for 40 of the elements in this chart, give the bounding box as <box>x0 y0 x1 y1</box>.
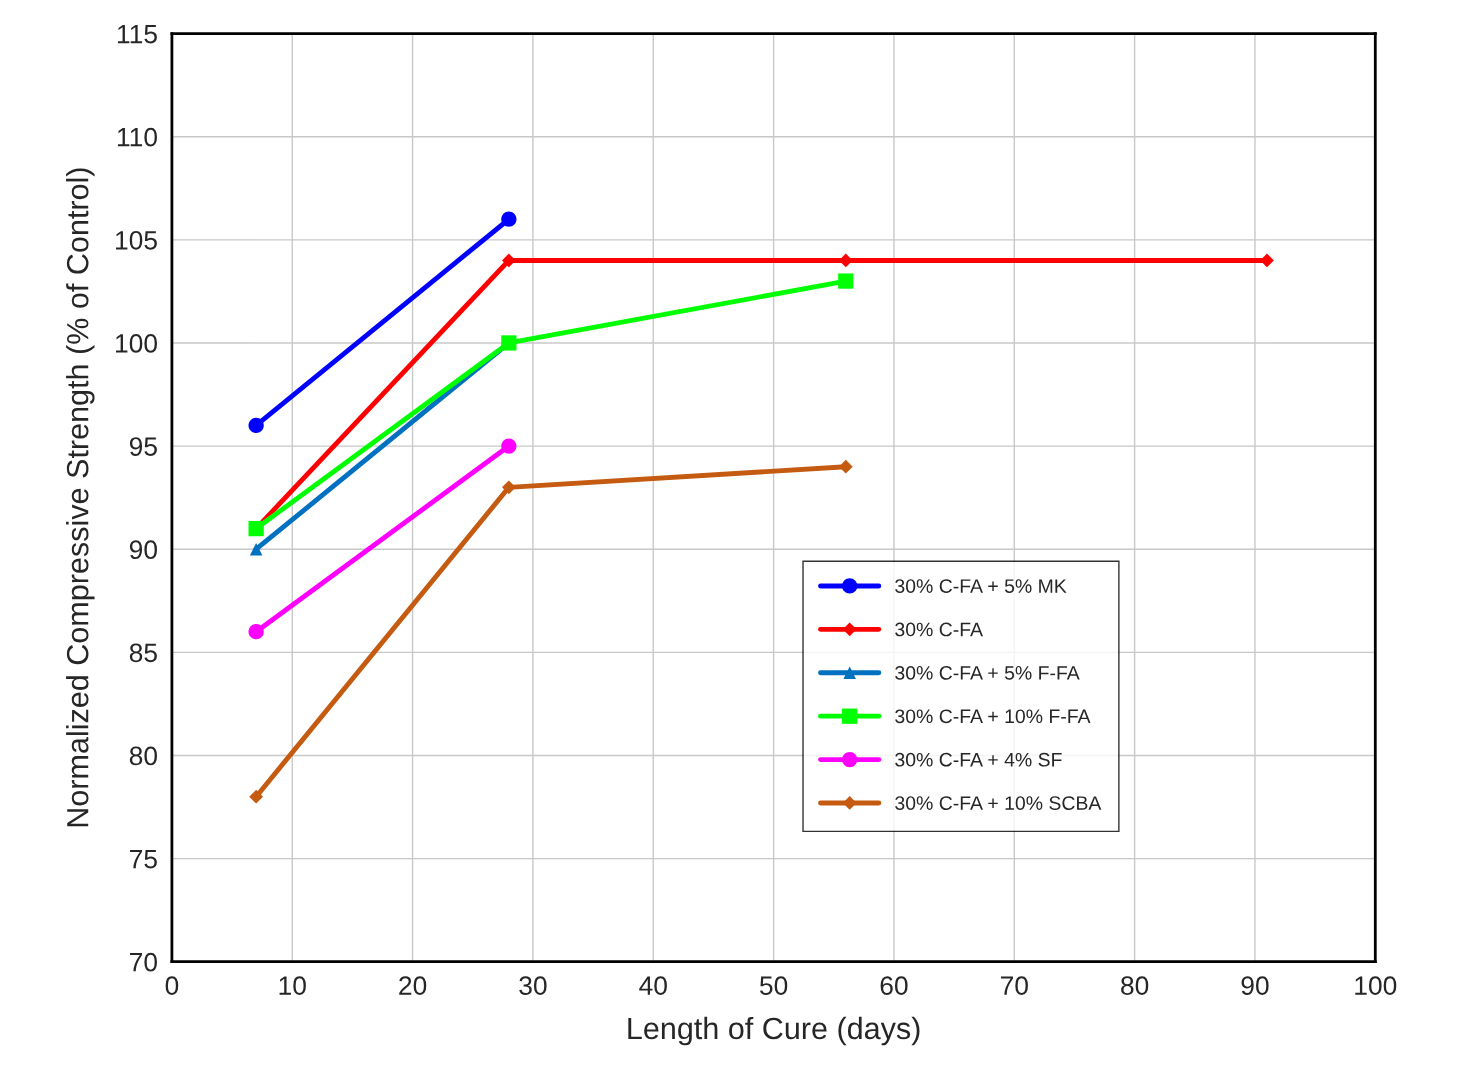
y-tick-label: 115 <box>117 24 157 44</box>
x-tick-label: 80 <box>1121 976 1149 995</box>
x-tick-label: 70 <box>1000 976 1028 995</box>
point <box>1260 253 1274 268</box>
y-tick-label: 80 <box>129 746 157 766</box>
y-tick-label: 110 <box>117 127 157 147</box>
x-tick-label: 100 <box>1355 976 1397 995</box>
point <box>249 542 263 556</box>
y-tick-label: 105 <box>116 230 157 250</box>
point <box>838 459 853 474</box>
point <box>501 253 516 268</box>
point <box>501 480 516 495</box>
legend-label: 30% C-FA + 5% MK <box>895 579 1067 593</box>
point <box>501 211 517 227</box>
x-tick-label: 20 <box>399 976 427 995</box>
legend-label: 30% C-FA + 4% SF <box>895 752 1062 767</box>
x-tick-label: 40 <box>639 976 667 995</box>
point <box>248 417 264 434</box>
point <box>838 273 854 289</box>
legend-label: 30% C-FA + 10% SCBA <box>895 796 1102 810</box>
x-tick-label: 90 <box>1241 976 1269 995</box>
x-tick-label: 30 <box>519 976 547 995</box>
y-tick-label: 75 <box>130 849 157 869</box>
legend-label: 30% C-FA + 10% F-FA <box>895 709 1091 724</box>
y-tick-label: 90 <box>129 540 157 560</box>
y-tick-label: 95 <box>129 437 157 456</box>
x-tick-label: 10 <box>279 976 306 995</box>
x-tick-label: 50 <box>759 976 788 995</box>
point <box>501 438 517 454</box>
x-tick-label: 60 <box>880 976 908 995</box>
y-tick-label: 70 <box>130 952 157 972</box>
y-tick-label: 100 <box>116 334 157 353</box>
legend-label: 30% C-FA <box>895 622 983 637</box>
legend-label: 30% C-FA + 5% F-FA <box>895 666 1080 680</box>
y-axis-title: Normalized Compressive Strength (% of Control) <box>66 168 95 827</box>
x-tick-label: 0 <box>165 976 179 995</box>
point <box>249 789 264 804</box>
x-axis-title: Length of Cure (days) <box>628 1016 920 1046</box>
point <box>248 624 264 640</box>
y-tick-label: 85 <box>129 643 157 663</box>
